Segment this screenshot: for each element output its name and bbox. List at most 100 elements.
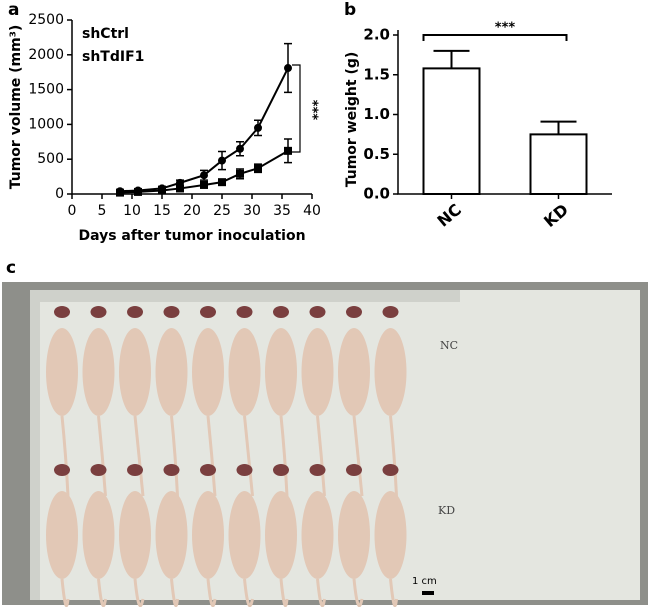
x-tick-label: 40 xyxy=(303,203,321,219)
group-label: NC xyxy=(440,339,458,352)
scale-bar xyxy=(422,591,434,595)
annotation: *** xyxy=(305,100,320,121)
mouse-tail xyxy=(352,578,364,607)
x-tick-label: 15 xyxy=(153,203,171,219)
annotation: *** xyxy=(495,21,516,36)
mouse-body xyxy=(192,491,224,579)
mouse-tail xyxy=(97,415,107,497)
scale-bar-label: 1 cm xyxy=(412,576,437,587)
mouse-body xyxy=(374,328,407,416)
tumor xyxy=(90,306,107,318)
y-tick-label: 1000 xyxy=(28,116,64,132)
marker xyxy=(236,144,244,153)
tumor xyxy=(236,306,253,318)
marker xyxy=(236,169,244,178)
mouse-body xyxy=(301,328,334,416)
panel-label: a xyxy=(8,0,19,20)
tumor xyxy=(309,306,326,318)
tumor xyxy=(127,464,143,476)
mouse-tail xyxy=(170,578,179,607)
mouse-body xyxy=(82,328,115,416)
mouse-body xyxy=(301,491,334,579)
x-tick-label: 0 xyxy=(68,203,77,219)
legend-label: shTdIF1 xyxy=(82,49,144,65)
mouse-tail xyxy=(60,415,70,497)
photo: NC KD 1 cm xyxy=(2,282,648,607)
y-tick-label: 0 xyxy=(55,186,64,202)
y-tick-label: 1.5 xyxy=(363,65,390,83)
legend-label: shCtrl xyxy=(82,26,129,42)
panel-label: c xyxy=(6,258,16,278)
marker xyxy=(134,187,142,196)
bar xyxy=(422,67,481,195)
x-tick-label: 35 xyxy=(273,203,291,219)
significance-bracket xyxy=(422,34,568,41)
y-tick-label: 0.5 xyxy=(363,145,390,163)
marker xyxy=(218,156,226,165)
mouse-tail xyxy=(352,415,364,497)
mouse-body xyxy=(82,491,115,579)
x-tick-label: KD xyxy=(540,200,572,231)
x-tick-label: NC xyxy=(433,200,464,231)
y-tick-label: 500 xyxy=(37,151,64,167)
mouse-body xyxy=(228,491,261,579)
marker xyxy=(200,171,208,180)
tumor xyxy=(127,306,143,318)
y-tick-label: 2000 xyxy=(28,47,64,63)
mouse-body xyxy=(155,328,188,416)
mouse-body xyxy=(46,491,78,579)
mouse-body xyxy=(119,491,151,579)
mouse-body xyxy=(338,328,370,416)
marker xyxy=(284,64,292,73)
mouse-tail xyxy=(316,578,326,607)
mouse-body xyxy=(119,328,151,416)
x-axis-label: Days after tumor inoculation xyxy=(78,228,305,244)
mouse-tail xyxy=(243,415,254,497)
mouse-body xyxy=(374,491,407,579)
mouse-tail xyxy=(389,578,398,607)
marker xyxy=(254,164,262,173)
x-tick-label: 25 xyxy=(213,203,231,219)
x-tick-label: 10 xyxy=(123,203,141,219)
marker xyxy=(254,123,262,132)
ruler xyxy=(30,290,460,302)
tumor xyxy=(236,464,253,476)
mouse-tail xyxy=(133,415,145,497)
axis xyxy=(71,20,312,195)
tumor xyxy=(346,306,362,318)
mouse-tail xyxy=(316,415,326,497)
mouse-tail xyxy=(206,415,217,497)
mouse-body xyxy=(192,328,224,416)
marker xyxy=(200,180,208,189)
tumor xyxy=(54,306,70,318)
tumor xyxy=(163,464,180,476)
mouse-body xyxy=(265,328,297,416)
tumor xyxy=(382,464,399,476)
mouse-body xyxy=(155,491,188,579)
mouse-body xyxy=(228,328,261,416)
mouse-tail xyxy=(206,578,217,607)
marker xyxy=(116,188,124,197)
bar xyxy=(529,133,588,195)
mouse-body xyxy=(46,328,78,416)
mouse-body xyxy=(265,491,297,579)
tumor xyxy=(273,464,289,476)
mouse-tail xyxy=(279,415,289,497)
y-axis-label: Tumor volume (mm³) xyxy=(8,25,24,190)
x-tick-label: 20 xyxy=(183,203,201,219)
marker xyxy=(218,178,226,187)
tumor xyxy=(200,464,216,476)
x-tick-label: 30 xyxy=(243,203,261,219)
mouse-body xyxy=(338,491,370,579)
error-bar xyxy=(540,120,577,135)
mouse-tail xyxy=(60,578,70,607)
x-tick-label: 5 xyxy=(98,203,107,219)
y-tick-label: 0.0 xyxy=(363,185,390,203)
mouse-tail xyxy=(133,578,145,607)
tumor xyxy=(163,306,180,318)
y-tick-label: 1500 xyxy=(28,82,64,98)
mouse-tail xyxy=(389,415,398,497)
mouse-tail xyxy=(97,578,107,607)
group-label: KD xyxy=(438,504,455,517)
